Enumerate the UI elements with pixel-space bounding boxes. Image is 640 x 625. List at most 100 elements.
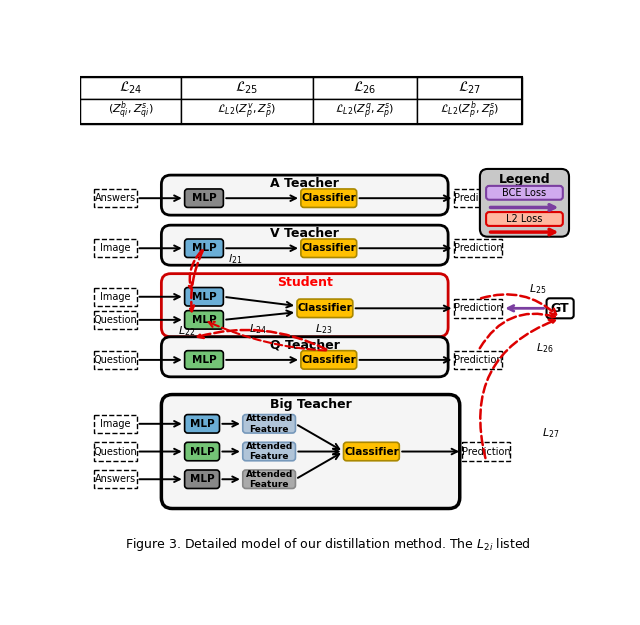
Text: $\mathcal{L}_{27}$: $\mathcal{L}_{27}$: [458, 80, 481, 96]
Text: $\mathcal{L}_{L2}(Z_p^v, Z_p^s)$: $\mathcal{L}_{L2}(Z_p^v, Z_p^s)$: [217, 101, 276, 121]
FancyBboxPatch shape: [184, 311, 223, 329]
Text: Legend: Legend: [499, 173, 550, 186]
Bar: [312, 99, 417, 124]
Text: Image: Image: [100, 243, 131, 253]
FancyBboxPatch shape: [243, 414, 296, 433]
Bar: [454, 299, 502, 318]
Bar: [180, 99, 312, 124]
Text: Answers: Answers: [95, 474, 136, 484]
FancyBboxPatch shape: [344, 442, 399, 461]
Text: Answers: Answers: [95, 193, 136, 203]
Text: GT: GT: [551, 302, 570, 315]
Bar: [312, 78, 417, 99]
Bar: [80, 99, 180, 124]
Text: Image: Image: [100, 419, 131, 429]
Bar: [94, 470, 136, 489]
Text: $L_{26}$: $L_{26}$: [536, 341, 554, 355]
Text: BCE Loss: BCE Loss: [502, 188, 547, 198]
FancyBboxPatch shape: [161, 175, 448, 215]
Text: $L_{27}$: $L_{27}$: [543, 426, 560, 440]
Text: MLP: MLP: [192, 292, 216, 302]
FancyBboxPatch shape: [486, 186, 563, 200]
Text: $\mathcal{L}_{L2}(Z_p^q, Z_p^s)$: $\mathcal{L}_{L2}(Z_p^q, Z_p^s)$: [335, 101, 394, 121]
Text: Prediction: Prediction: [462, 446, 511, 456]
Text: MLP: MLP: [189, 419, 214, 429]
Text: MLP: MLP: [192, 243, 216, 253]
Text: Question: Question: [93, 355, 137, 365]
Text: $\mathcal{L}_{L2}(Z_p^b, Z_p^s)$: $\mathcal{L}_{L2}(Z_p^b, Z_p^s)$: [440, 100, 499, 122]
Bar: [94, 189, 136, 208]
Text: MLP: MLP: [189, 474, 214, 484]
FancyBboxPatch shape: [547, 298, 573, 318]
Text: Prediction: Prediction: [454, 193, 502, 203]
Text: MLP: MLP: [192, 315, 216, 325]
Bar: [94, 414, 136, 433]
FancyBboxPatch shape: [486, 212, 563, 226]
FancyBboxPatch shape: [184, 239, 223, 258]
FancyBboxPatch shape: [184, 414, 220, 433]
Text: L2 Loss: L2 Loss: [506, 214, 543, 224]
Text: Classifier: Classifier: [301, 243, 356, 253]
Bar: [94, 442, 136, 461]
FancyBboxPatch shape: [161, 225, 448, 265]
Bar: [417, 99, 522, 124]
Text: Classifier: Classifier: [344, 446, 399, 456]
Bar: [454, 239, 502, 258]
Bar: [454, 189, 502, 208]
Text: MLP: MLP: [189, 446, 214, 456]
Bar: [462, 442, 510, 461]
Text: Classifier: Classifier: [301, 355, 356, 365]
FancyBboxPatch shape: [161, 394, 460, 509]
FancyBboxPatch shape: [161, 274, 448, 337]
Text: Prediction: Prediction: [454, 355, 502, 365]
FancyBboxPatch shape: [184, 288, 223, 306]
FancyBboxPatch shape: [184, 442, 220, 461]
Text: Q Teacher: Q Teacher: [270, 339, 340, 352]
Bar: [94, 351, 136, 369]
Text: $\mathcal{L}_{24}$: $\mathcal{L}_{24}$: [118, 80, 142, 96]
Bar: [80, 78, 180, 99]
Text: $L_{24}$: $L_{24}$: [250, 322, 267, 336]
Bar: [94, 239, 136, 258]
Bar: [94, 311, 136, 329]
Bar: [80, 78, 522, 124]
FancyBboxPatch shape: [480, 169, 569, 237]
Text: Attended
Feature: Attended Feature: [246, 469, 292, 489]
FancyBboxPatch shape: [297, 299, 353, 318]
Text: Classifier: Classifier: [298, 303, 352, 313]
Text: $(Z_{qi}^b, Z_{qi}^s)$: $(Z_{qi}^b, Z_{qi}^s)$: [108, 100, 153, 122]
Text: $\mathcal{L}_{25}$: $\mathcal{L}_{25}$: [235, 80, 259, 96]
Text: A Teacher: A Teacher: [270, 177, 339, 190]
FancyBboxPatch shape: [184, 470, 220, 489]
Text: MLP: MLP: [192, 193, 216, 203]
FancyBboxPatch shape: [301, 351, 356, 369]
Bar: [454, 351, 502, 369]
Text: Question: Question: [93, 446, 137, 456]
Text: Figure 3. Detailed model of our distillation method. The $L_{2i}$ listed: Figure 3. Detailed model of our distilla…: [125, 536, 531, 553]
Text: Student: Student: [277, 276, 333, 289]
Text: Image: Image: [100, 292, 131, 302]
FancyBboxPatch shape: [184, 351, 223, 369]
FancyBboxPatch shape: [243, 442, 296, 461]
Bar: [94, 288, 136, 306]
Text: $L_{23}$: $L_{23}$: [316, 322, 333, 336]
FancyBboxPatch shape: [184, 189, 223, 208]
Text: Prediction: Prediction: [454, 243, 502, 253]
Text: $\mathcal{L}_{26}$: $\mathcal{L}_{26}$: [353, 80, 376, 96]
Text: MLP: MLP: [192, 355, 216, 365]
Text: Big Teacher: Big Teacher: [269, 398, 351, 411]
Text: Attended
Feature: Attended Feature: [246, 442, 292, 461]
FancyBboxPatch shape: [161, 337, 448, 377]
Text: Prediction: Prediction: [454, 303, 502, 313]
Bar: [180, 78, 312, 99]
FancyBboxPatch shape: [301, 239, 356, 258]
Text: Classifier: Classifier: [301, 193, 356, 203]
Text: $l_{21}$: $l_{21}$: [228, 252, 242, 266]
Text: $L_{22}$: $L_{22}$: [177, 324, 195, 338]
FancyBboxPatch shape: [243, 470, 296, 489]
Text: V Teacher: V Teacher: [270, 227, 339, 240]
Text: $L_{25}$: $L_{25}$: [529, 282, 546, 296]
Text: Attended
Feature: Attended Feature: [246, 414, 292, 434]
FancyBboxPatch shape: [301, 189, 356, 208]
Bar: [417, 78, 522, 99]
